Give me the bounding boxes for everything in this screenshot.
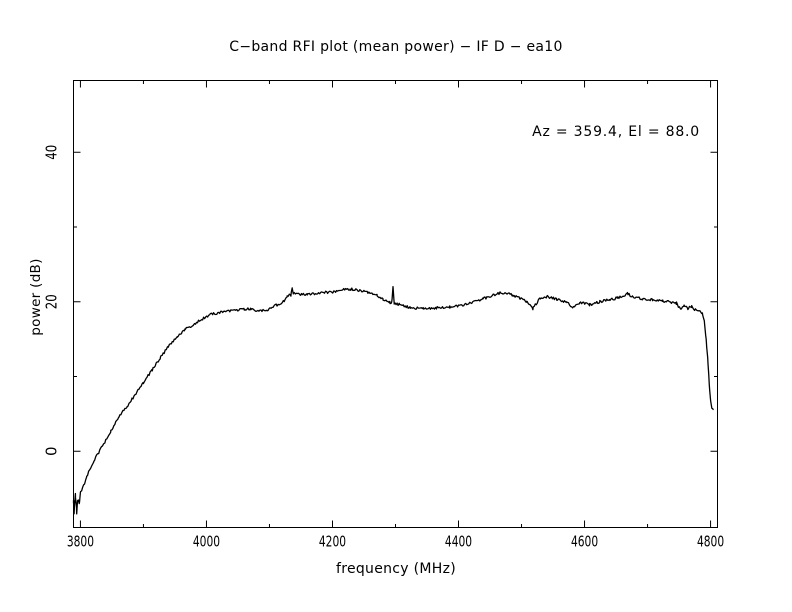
y-axis-label: power (dB) (28, 258, 44, 336)
azel-annotation: Az = 359.4, El = 88.0 (532, 124, 700, 140)
chart-title: C−band RFI plot (mean power) − IF D − ea… (229, 39, 563, 55)
y-tick-label: 20 (43, 294, 61, 309)
x-tick-label: 4800 (697, 533, 724, 551)
x-axis-label: frequency (MHz) (335, 561, 457, 577)
y-tick-label: 0 (43, 446, 61, 456)
x-tick-label: 4600 (571, 533, 598, 551)
x-tick-label: 4400 (445, 533, 472, 551)
data-curve (72, 285, 714, 515)
x-tick-label: 4000 (193, 533, 220, 551)
x-tick-label: 4200 (319, 533, 346, 551)
x-tick-label: 3800 (67, 533, 94, 551)
y-tick-label: 40 (43, 145, 61, 160)
